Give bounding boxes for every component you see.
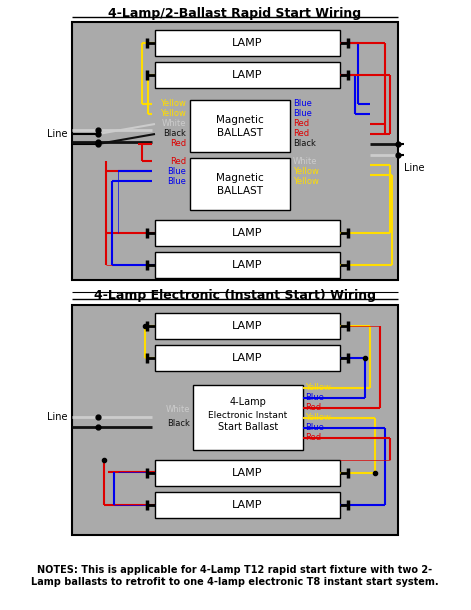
Text: LAMP: LAMP xyxy=(232,38,262,48)
Text: Yellow: Yellow xyxy=(293,167,319,176)
Text: Yellow: Yellow xyxy=(305,414,331,423)
Text: White: White xyxy=(293,157,317,165)
Text: 4-Lamp/2-Ballast Rapid Start Wiring: 4-Lamp/2-Ballast Rapid Start Wiring xyxy=(108,7,362,20)
Text: Blue: Blue xyxy=(293,99,312,109)
Bar xyxy=(155,252,340,278)
Text: Black: Black xyxy=(167,418,190,428)
Text: Red: Red xyxy=(170,140,186,148)
Bar xyxy=(155,492,340,518)
Bar xyxy=(155,220,340,246)
Text: Yellow: Yellow xyxy=(160,110,186,118)
Text: Yellow: Yellow xyxy=(293,176,319,185)
Text: Line: Line xyxy=(404,163,424,173)
Text: Lamp ballasts to retrofit to one 4-lamp electronic T8 instant start system.: Lamp ballasts to retrofit to one 4-lamp … xyxy=(31,577,439,587)
Text: Blue: Blue xyxy=(305,423,324,432)
Text: Blue: Blue xyxy=(167,176,186,185)
Text: Line: Line xyxy=(48,412,68,422)
Text: LAMP: LAMP xyxy=(232,353,262,363)
Text: Red: Red xyxy=(305,403,321,412)
Bar xyxy=(190,158,290,210)
Text: Red: Red xyxy=(293,120,309,129)
Text: Yellow: Yellow xyxy=(160,99,186,109)
Text: Black: Black xyxy=(163,129,186,138)
Bar xyxy=(155,313,340,339)
Text: Red: Red xyxy=(293,129,309,138)
Text: Blue: Blue xyxy=(293,110,312,118)
Text: Blue: Blue xyxy=(167,167,186,176)
Text: LAMP: LAMP xyxy=(232,260,262,270)
Bar xyxy=(155,62,340,88)
Text: Magnetic: Magnetic xyxy=(216,173,264,183)
Text: BALLAST: BALLAST xyxy=(217,128,263,138)
Text: LAMP: LAMP xyxy=(232,228,262,238)
Text: Yellow: Yellow xyxy=(305,384,331,392)
Text: LAMP: LAMP xyxy=(232,321,262,331)
Bar xyxy=(72,22,398,280)
Bar xyxy=(72,305,398,535)
Bar xyxy=(155,30,340,56)
Text: LAMP: LAMP xyxy=(232,70,262,80)
Text: NOTES: This is applicable for 4-Lamp T12 rapid start fixture with two 2-: NOTES: This is applicable for 4-Lamp T12… xyxy=(37,565,432,575)
Text: Start Ballast: Start Ballast xyxy=(218,422,278,432)
Text: 4-Lamp Electronic (Instant Start) Wiring: 4-Lamp Electronic (Instant Start) Wiring xyxy=(94,289,376,301)
Text: 4-Lamp: 4-Lamp xyxy=(229,397,267,407)
Text: Red: Red xyxy=(170,157,186,165)
Text: LAMP: LAMP xyxy=(232,468,262,478)
Text: Magnetic: Magnetic xyxy=(216,115,264,125)
Text: White: White xyxy=(162,120,186,129)
Text: Line: Line xyxy=(48,129,68,139)
Text: BALLAST: BALLAST xyxy=(217,186,263,196)
Text: Blue: Blue xyxy=(305,393,324,403)
Text: Red: Red xyxy=(305,434,321,442)
Text: LAMP: LAMP xyxy=(232,500,262,510)
Bar xyxy=(155,345,340,371)
Text: White: White xyxy=(165,406,190,415)
Bar xyxy=(190,100,290,152)
Bar xyxy=(155,460,340,486)
Bar xyxy=(193,385,303,450)
Text: Black: Black xyxy=(293,140,316,148)
Text: Electronic Instant: Electronic Instant xyxy=(208,411,288,420)
